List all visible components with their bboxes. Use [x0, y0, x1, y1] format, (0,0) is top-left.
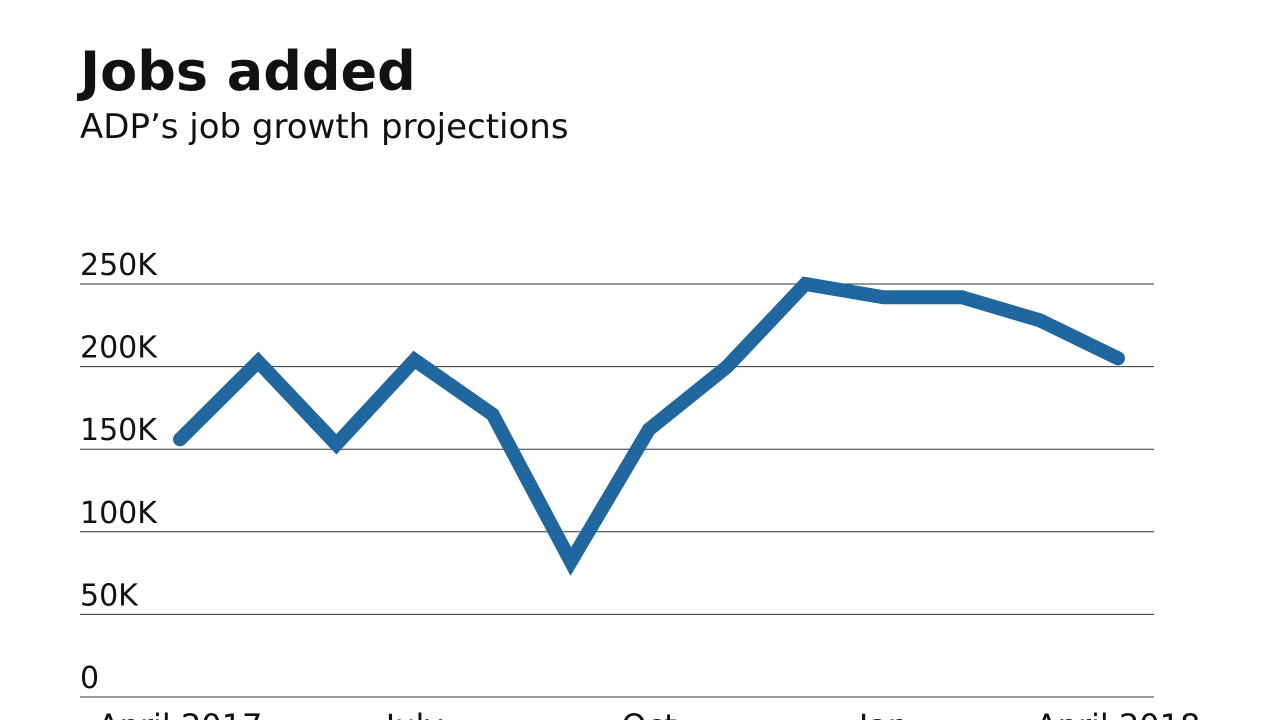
x-tick-label: July [384, 707, 444, 720]
data-line [173, 276, 1125, 576]
y-tick-label: 50K [80, 578, 139, 613]
y-tick-label: 100K [80, 496, 158, 531]
x-tick-label: April 2017 [98, 707, 263, 720]
y-tick-label: 250K [80, 248, 158, 283]
chart-subtitle: ADP’s job growth projections [80, 107, 569, 147]
y-tick-label: 150K [80, 413, 158, 448]
x-tick-label: Jan [857, 707, 908, 720]
y-tick-label: 0 [80, 661, 99, 696]
y-tick-label: 200K [80, 331, 158, 366]
x-tick-label: April 2018 [1036, 707, 1201, 720]
chart-title: Jobs added [76, 40, 416, 103]
x-tick-label: Oct [621, 707, 676, 720]
